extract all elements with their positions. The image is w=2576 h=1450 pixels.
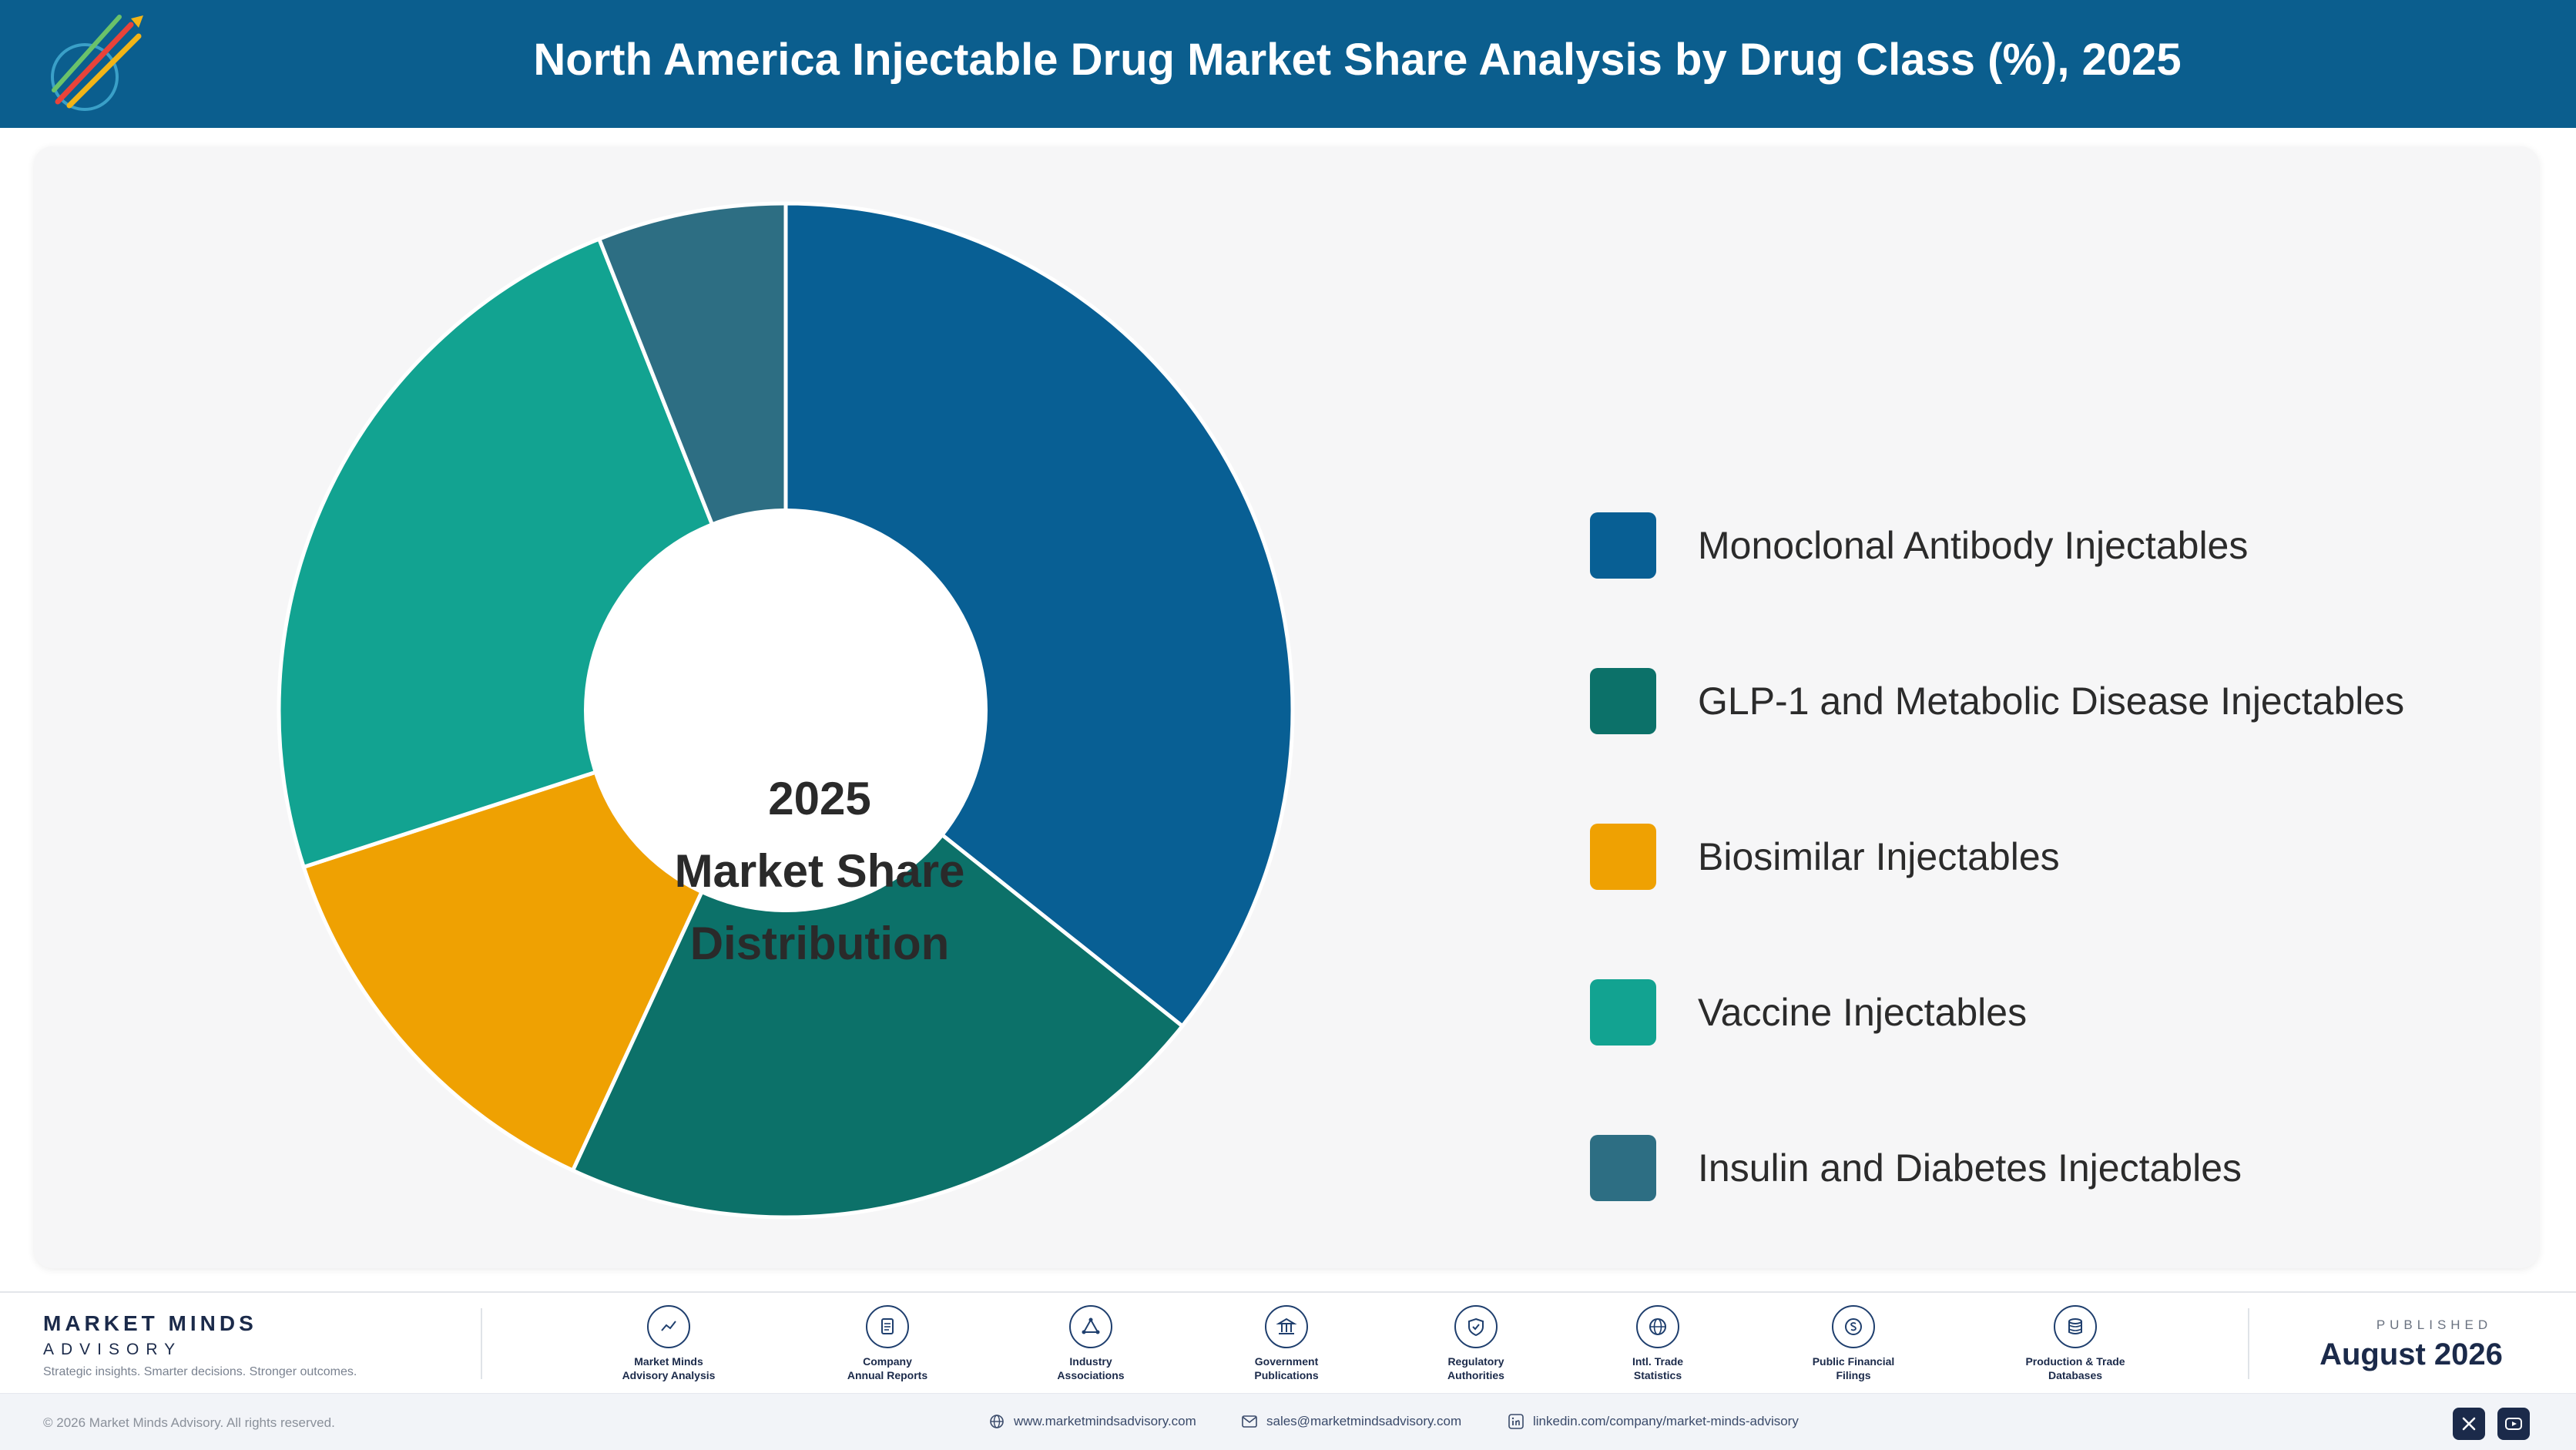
legend-label: Insulin and Diabetes Injectables	[1698, 1146, 2242, 1190]
page-title: North America Injectable Drug Market Sha…	[533, 35, 2182, 85]
linkedin-icon	[1508, 1414, 1524, 1429]
source-label: Intl. Trade Statistics	[1565, 1354, 1750, 1382]
source-item: Market Minds Advisory Analysis	[576, 1305, 761, 1382]
footer: MARKET MINDS ADVISORY Strategic insights…	[0, 1291, 2576, 1450]
published-date: August 2026	[2319, 1338, 2503, 1371]
brand-tagline: Strategic insights. Smarter decisions. S…	[43, 1365, 357, 1378]
legend-swatch	[1590, 979, 1656, 1046]
linkedin-link[interactable]: linkedin.com/company/market-minds-adviso…	[1508, 1414, 1799, 1429]
source-label-line1: Company	[863, 1355, 912, 1368]
source-label-line1: Government	[1254, 1355, 1319, 1368]
source-label-line2: Databases	[2048, 1369, 2103, 1381]
building-icon	[1265, 1305, 1308, 1348]
network-icon	[1069, 1305, 1112, 1348]
legend-item: Insulin and Diabetes Injectables	[1590, 1134, 2242, 1202]
source-label-line2: Statistics	[1633, 1369, 1682, 1381]
source-label: Industry Associations	[998, 1354, 1183, 1382]
email-text: sales@marketmindsadvisory.com	[1266, 1414, 1462, 1428]
source-label-line2: Advisory Analysis	[622, 1369, 716, 1381]
source-item: Intl. Trade Statistics	[1565, 1305, 1750, 1382]
brand-name: MARKET MINDS	[43, 1311, 257, 1335]
source-label-line2: Authorities	[1447, 1369, 1504, 1381]
center-label-line2: Market Share	[674, 845, 965, 897]
coin-icon	[1832, 1305, 1875, 1348]
source-item: Company Annual Reports	[795, 1305, 980, 1382]
pie-center-label: 2025 Market Share Distribution	[635, 763, 1005, 980]
play-icon	[2505, 1418, 2522, 1430]
legend-label: Biosimilar Injectables	[1698, 835, 2060, 878]
x-logo-icon	[2462, 1417, 2476, 1431]
shield-icon	[1454, 1305, 1498, 1348]
legend-swatch	[1590, 668, 1656, 734]
chart-panel: 2025 Market Share Distribution Monoclona…	[34, 146, 2539, 1268]
source-label: Production & Trade Databases	[1983, 1354, 2168, 1382]
source-label-line2: Filings	[1836, 1369, 1871, 1381]
document-icon	[866, 1305, 909, 1348]
website-link[interactable]: www.marketmindsadvisory.com	[989, 1414, 1196, 1429]
footer-divider	[2248, 1308, 2249, 1379]
company-logo-icon	[51, 15, 143, 111]
youtube-social-button[interactable]	[2497, 1408, 2530, 1440]
source-item: Production & Trade Databases	[1983, 1305, 2168, 1382]
legend-item: Biosimilar Injectables	[1590, 823, 2060, 891]
legend-label: Vaccine Injectables	[1698, 991, 2028, 1034]
email-link[interactable]: sales@marketmindsadvisory.com	[1242, 1414, 1461, 1429]
source-label-line2: Annual Reports	[847, 1369, 928, 1381]
donut-hole	[584, 509, 988, 912]
source-label-line1: Production & Trade	[2025, 1355, 2125, 1368]
legend-item: Monoclonal Antibody Injectables	[1590, 512, 2248, 579]
footer-divider	[481, 1308, 482, 1379]
x-social-button[interactable]	[2453, 1408, 2485, 1440]
legend-label: Monoclonal Antibody Injectables	[1698, 524, 2249, 567]
legend-swatch	[1590, 1135, 1656, 1201]
source-label-line1: Market Minds	[634, 1355, 703, 1368]
website-text: www.marketmindsadvisory.com	[1014, 1414, 1196, 1428]
source-label: Company Annual Reports	[795, 1354, 980, 1382]
center-label-year: 2025	[768, 773, 871, 824]
source-label-line1: Intl. Trade	[1632, 1355, 1684, 1368]
brand-subtitle: ADVISORY	[43, 1341, 183, 1358]
database-icon	[2054, 1305, 2097, 1348]
legend-item: GLP-1 and Metabolic Disease Injectables	[1590, 667, 2404, 735]
source-label-line1: Industry	[1069, 1355, 1112, 1368]
source-item: Industry Associations	[998, 1305, 1183, 1382]
source-label-line1: Regulatory	[1447, 1355, 1504, 1368]
footer-bottom-bar: © 2026 Market Minds Advisory. All rights…	[0, 1393, 2576, 1450]
source-label: Public Financial Filings	[1761, 1354, 1946, 1382]
source-item: Government Publications	[1194, 1305, 1379, 1382]
source-item: Regulatory Authorities	[1384, 1305, 1568, 1382]
linkedin-text: linkedin.com/company/market-minds-adviso…	[1533, 1414, 1799, 1428]
data-sources: Market Minds Advisory Analysis Company Annu…	[539, 1305, 2203, 1390]
globe-icon	[1636, 1305, 1679, 1348]
source-item: Public Financial Filings	[1761, 1305, 1946, 1382]
pie-slice-monoclonal-antibody-injectables	[783, 201, 1295, 1029]
source-label-line1: Public Financial	[1812, 1355, 1895, 1368]
mail-icon	[1242, 1415, 1257, 1428]
legend-item: Vaccine Injectables	[1590, 978, 2027, 1046]
source-label: Government Publications	[1194, 1354, 1379, 1382]
source-label: Regulatory Authorities	[1384, 1354, 1568, 1382]
legend-swatch	[1590, 512, 1656, 579]
source-label-line2: Publications	[1254, 1369, 1319, 1381]
copyright: © 2026 Market Minds Advisory. All rights…	[43, 1415, 335, 1430]
source-label-line2: Associations	[1057, 1369, 1125, 1381]
center-label-line3: Distribution	[689, 918, 950, 969]
published-label: PUBLISHED	[2376, 1317, 2493, 1332]
globe-icon	[990, 1415, 1004, 1428]
source-label: Market Minds Advisory Analysis	[576, 1354, 761, 1382]
legend-swatch	[1590, 824, 1656, 890]
pie-chart	[277, 201, 1295, 1220]
pie-slice-glp-1-and-metabolic-disease-injectables	[570, 707, 1186, 1220]
legend-label: GLP-1 and Metabolic Disease Injectables	[1698, 680, 2405, 723]
header-bar: North America Injectable Drug Market Sha…	[0, 0, 2576, 128]
trend-icon	[647, 1305, 690, 1348]
